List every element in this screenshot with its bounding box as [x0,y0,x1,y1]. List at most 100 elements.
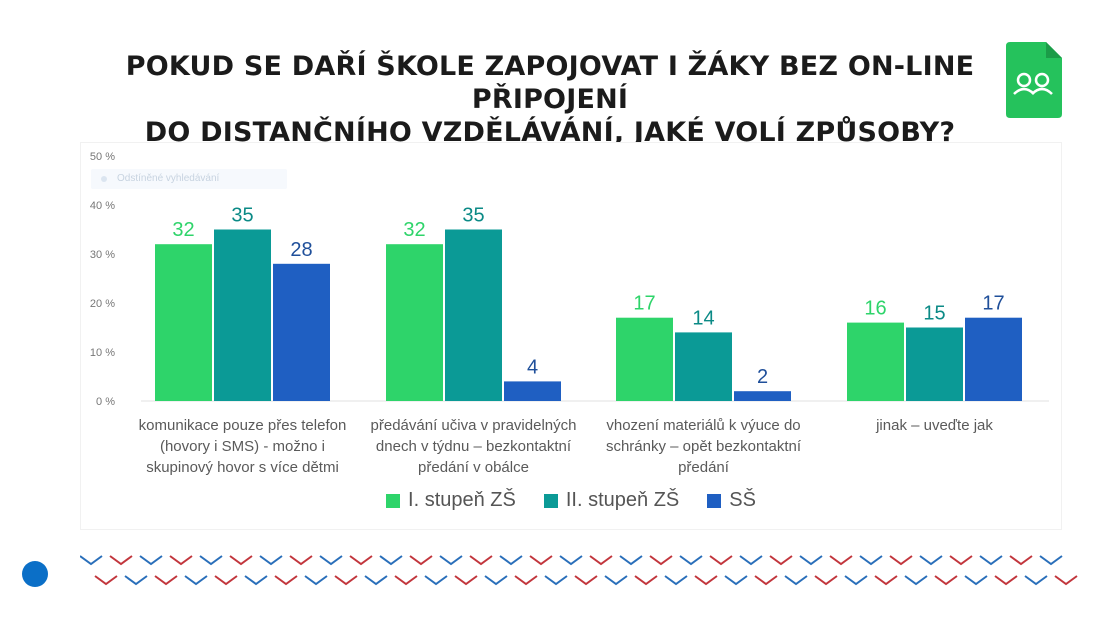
x-category-label-line: skupinový hovor s více dětmi [146,459,339,476]
chevron-mark [619,555,643,566]
bar[interactable] [965,317,1022,401]
chevron-mark [1054,575,1078,586]
chevron-mark [1009,555,1033,566]
bar[interactable] [734,391,791,401]
chevron-mark [739,555,763,566]
chevron-mark [214,575,238,586]
search-placeholder: Odstíněné vyhledávání [117,173,220,184]
y-tick-label: 40 % [90,200,115,212]
chevron-mark [259,555,283,566]
y-tick-label: 30 % [90,249,115,261]
y-tick-label: 50 % [90,151,115,163]
x-category-label-line: komunikace pouze přes telefon [138,417,347,434]
x-category-label-line: dnech v týdnu – bezkontaktní [375,438,572,455]
chevron-mark [229,555,253,566]
chevron-mark [394,575,418,586]
bar[interactable] [847,322,904,401]
chevron-mark [904,575,928,586]
chevron-mark [364,575,388,586]
chevron-mark [574,575,598,586]
chevron-mark [604,575,628,586]
chevron-mark [544,575,568,586]
data-label: 15 [923,303,945,325]
x-category-label-line: předání [678,459,729,476]
chevron-mark [649,555,673,566]
y-tick-label: 20 % [90,298,115,310]
chart-title: POKUD SE DAŘÍ ŠKOLE ZAPOJOVAT I ŽÁKY BEZ… [60,50,1040,149]
data-label: 35 [231,205,253,227]
chevron-mark [559,555,583,566]
x-category-label-line: předávání učiva v pravidelných [370,417,577,434]
data-label: 32 [172,219,194,241]
chevron-mark [664,575,688,586]
chevron-mark [409,555,433,566]
bar[interactable] [504,381,561,401]
chevron-mark [379,555,403,566]
chevron-mark [709,555,733,566]
legend-label: II. stupeň ZŠ [565,489,680,511]
chevron-mark [634,575,658,586]
x-category-label-line: (hovory i SMS) - možno i [159,438,326,455]
chevron-mark [139,555,163,566]
x-category-label: předávání učiva v pravidelných dnech v tý… [362,415,586,478]
chevron-mark [964,575,988,586]
bar[interactable] [675,332,732,401]
chevron-mark [829,555,853,566]
chevron-pattern-decoration [80,555,1078,586]
chevron-mark [484,575,508,586]
data-label: 28 [290,239,312,261]
x-category-label-line: předání v obálce [418,459,529,476]
chevron-mark [934,575,958,586]
chevron-mark [679,555,703,566]
chevron-mark [274,575,298,586]
bar[interactable] [445,229,502,402]
chevron-mark [1039,555,1063,566]
chevron-mark [889,555,913,566]
bar[interactable] [616,317,673,401]
chevron-mark [1024,575,1048,586]
chevron-mark [469,555,493,566]
chevron-mark [454,575,478,586]
legend-item[interactable]: I. stupeň ZŠ [386,489,516,512]
chevron-mark [334,575,358,586]
document-people-icon [1006,42,1062,118]
legend-item[interactable]: II. stupeň ZŠ [543,489,680,512]
chevron-mark [784,575,808,586]
chevron-mark [994,575,1018,586]
chevron-mark [244,575,268,586]
chevron-mark [769,555,793,566]
data-label: 35 [462,205,484,227]
x-category-label: jinak – uveďte jak [823,415,1047,436]
chevron-mark [844,575,868,586]
legend-swatch [707,493,722,508]
bar[interactable] [906,327,963,402]
chevron-mark [289,555,313,566]
bar-chart: 0 % 10 % 20 % 30 % 40 % 50 % 32 32 17 16 35 35 14 15 2… [90,151,1049,408]
data-label: 32 [403,219,425,241]
legend-label: SŠ [729,489,756,511]
chevron-mark [349,555,373,566]
bar[interactable] [273,263,330,401]
chevron-mark [874,575,898,586]
x-category-label-line: schránky – opět bezkontaktní [605,438,802,455]
chevron-mark [814,575,838,586]
bar[interactable] [155,244,212,401]
y-tick-label: 0 % [96,396,115,408]
chevron-mark [80,555,103,566]
bar[interactable] [214,229,271,402]
chevron-mark [514,575,538,586]
bar[interactable] [386,244,443,401]
data-label: 17 [982,293,1004,315]
chevron-mark [859,555,883,566]
chart-panel: Odstíněné vyhledávání 0 % 10 % 20 % 30 % 40 … [80,142,1062,530]
chevron-mark [199,555,223,566]
chevron-mark [169,555,193,566]
chevron-mark [919,555,943,566]
x-category-label-line: vhození materiálů k výuce do [606,417,801,434]
data-label: 14 [692,307,714,329]
chevron-mark [304,575,328,586]
legend-swatch [543,493,558,508]
chevron-mark [439,555,463,566]
legend-item[interactable]: SŠ [707,489,756,512]
data-label: 2 [757,366,768,388]
